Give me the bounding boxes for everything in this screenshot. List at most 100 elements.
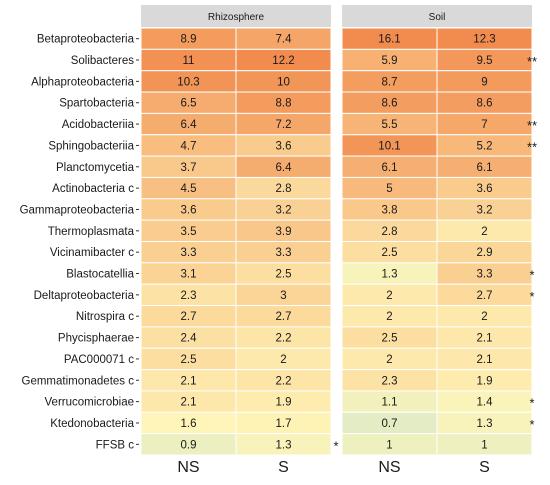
row-label: Blastocatellia bbox=[66, 269, 134, 281]
significance-mark: ** bbox=[527, 139, 537, 154]
facet-title: Soil bbox=[429, 12, 446, 23]
cell-value: 2.4 bbox=[181, 333, 198, 345]
cell-value: 1.9 bbox=[276, 397, 292, 409]
significance-mark: * bbox=[529, 417, 534, 432]
row-label: Planctomycetia bbox=[56, 162, 135, 174]
row-label: Sphingobacteriia bbox=[48, 140, 134, 152]
cell-value: 3.6 bbox=[276, 140, 292, 152]
cell-value: 3.6 bbox=[477, 183, 493, 195]
cell-value: 1.3 bbox=[477, 418, 493, 430]
cell-value: 2.8 bbox=[276, 183, 292, 195]
cell-value: 4.7 bbox=[181, 140, 197, 152]
cell-value: 1.3 bbox=[276, 439, 292, 451]
cell-value: 2.7 bbox=[276, 311, 292, 323]
cell-value: 5.2 bbox=[477, 140, 493, 152]
cell-value: 2.1 bbox=[181, 375, 197, 387]
cell-value: 2.1 bbox=[477, 354, 493, 366]
cell-value: 4.5 bbox=[181, 183, 197, 195]
cell-value: 2 bbox=[386, 354, 392, 366]
cell-value: 3.1 bbox=[181, 269, 197, 281]
cell-value: 11 bbox=[183, 55, 195, 67]
cell-value: 3.2 bbox=[276, 204, 292, 216]
row-label: FFSB c bbox=[96, 439, 135, 451]
cell-value: 8.7 bbox=[382, 76, 398, 88]
cell-value: 2.7 bbox=[477, 290, 493, 302]
cell-value: 1.4 bbox=[477, 397, 494, 409]
cell-value: 3.9 bbox=[276, 226, 292, 238]
cell-value: 3.7 bbox=[181, 162, 197, 174]
cell-value: 2.3 bbox=[382, 375, 398, 387]
cell-value: 2.9 bbox=[477, 247, 493, 259]
row-label: Spartobacteria bbox=[59, 98, 134, 110]
cell-value: 2 bbox=[386, 311, 392, 323]
cell-value: 5 bbox=[386, 183, 392, 195]
significance-mark: * bbox=[529, 289, 534, 304]
cell-value: 1.3 bbox=[382, 269, 398, 281]
cell-value: 6.5 bbox=[181, 98, 197, 110]
cell-value: 6.1 bbox=[477, 162, 493, 174]
cell-value: 6.4 bbox=[276, 162, 293, 174]
cell-value: 2.8 bbox=[382, 226, 398, 238]
row-label: Vicinamibacter c bbox=[50, 247, 134, 259]
significance-mark: * bbox=[529, 268, 534, 283]
cell-value: 12.2 bbox=[272, 55, 294, 67]
row-label: Ktedonobacteria bbox=[50, 418, 134, 430]
cell-value: 2 bbox=[481, 226, 487, 238]
cell-value: 10.1 bbox=[378, 140, 400, 152]
cell-value: 3.8 bbox=[382, 204, 398, 216]
column-label: NS bbox=[177, 459, 199, 476]
cell-value: 6.4 bbox=[181, 119, 198, 131]
cell-value: 3.3 bbox=[181, 247, 197, 259]
cell-value: 2.2 bbox=[276, 375, 292, 387]
cell-value: 2.5 bbox=[276, 269, 292, 281]
cell-value: 1.6 bbox=[181, 418, 197, 430]
column-label: NS bbox=[378, 459, 400, 476]
cell-value: 6.1 bbox=[382, 162, 398, 174]
row-label: Deltaproteobacteria bbox=[34, 290, 135, 302]
cell-value: 3.6 bbox=[181, 204, 197, 216]
cell-value: 2.1 bbox=[181, 397, 197, 409]
cell-value: 10.3 bbox=[177, 76, 199, 88]
significance-mark: ** bbox=[527, 118, 537, 133]
row-label: Verrucomicrobiae bbox=[45, 397, 134, 409]
column-label: S bbox=[479, 459, 490, 476]
cell-value: 9.5 bbox=[477, 55, 493, 67]
cell-value: 16.1 bbox=[378, 34, 400, 46]
cell-value: 7.4 bbox=[276, 34, 293, 46]
cell-value: 5.9 bbox=[382, 55, 398, 67]
row-label: Actinobacteria c bbox=[52, 183, 134, 195]
heatmap-cell bbox=[436, 433, 533, 456]
cell-value: 2.3 bbox=[181, 290, 197, 302]
significance-mark: * bbox=[333, 438, 338, 453]
row-label: Thermoplasmata bbox=[48, 226, 135, 238]
cell-value: 1 bbox=[481, 439, 487, 451]
heatmap-cell bbox=[235, 433, 332, 456]
cell-value: 2.5 bbox=[382, 333, 398, 345]
cell-value: 8.6 bbox=[382, 98, 398, 110]
cell-value: 2 bbox=[481, 311, 487, 323]
row-label: Betaproteobacteria bbox=[37, 34, 135, 46]
significance-mark: ** bbox=[527, 54, 537, 69]
row-label: Alphaproteobacteria bbox=[31, 76, 135, 88]
row-label: Nitrospira c bbox=[76, 311, 134, 323]
cell-value: 2.2 bbox=[276, 333, 292, 345]
cell-value: 12.3 bbox=[473, 34, 495, 46]
cell-value: 0.9 bbox=[181, 439, 197, 451]
row-label: Solibacteres bbox=[71, 55, 135, 67]
cell-value: 3.5 bbox=[181, 226, 197, 238]
facet-strip bbox=[141, 5, 331, 27]
cell-value: 7 bbox=[481, 119, 487, 131]
cell-value: 8.6 bbox=[477, 98, 493, 110]
cell-value: 2.7 bbox=[181, 311, 197, 323]
row-label: Phycisphaerae bbox=[58, 333, 134, 345]
column-label: S bbox=[278, 459, 289, 476]
facet-strip bbox=[342, 5, 532, 27]
row-label: Gemmatimonadetes c bbox=[22, 375, 135, 387]
cell-value: 3 bbox=[280, 290, 286, 302]
cell-value: 0.7 bbox=[382, 418, 398, 430]
cell-value: 2 bbox=[386, 290, 392, 302]
cell-value: 2 bbox=[280, 354, 286, 366]
row-label: Acidobacteriia bbox=[62, 119, 135, 131]
cell-value: 1.7 bbox=[276, 418, 292, 430]
